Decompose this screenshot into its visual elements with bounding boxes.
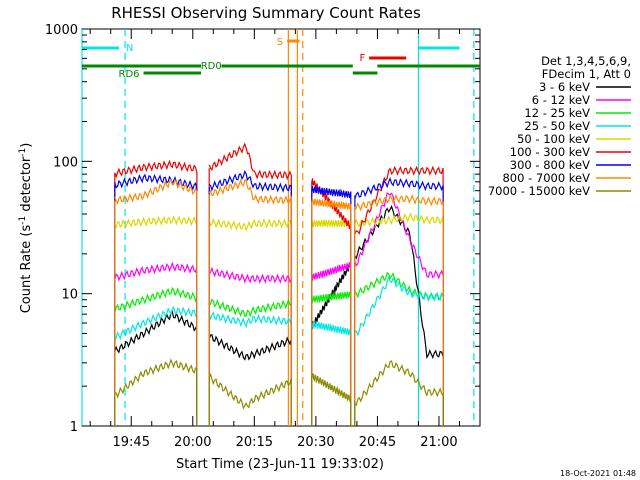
- chart-title: RHESSI Observing Summary Count Rates: [111, 4, 421, 22]
- y-tick-label: 1000: [45, 23, 78, 38]
- x-tick-label: 19:45: [113, 435, 150, 450]
- legend-label: 25 - 50 keV: [524, 119, 590, 133]
- legend-header-line-2: FDecim 1, Att 0: [542, 67, 631, 81]
- x-tick-label: 20:00: [174, 435, 211, 450]
- plot-area: [81, 28, 481, 427]
- legend-label: 300 - 800 keV: [510, 158, 590, 172]
- y-axis-label-sup2: -1: [18, 148, 28, 157]
- x-axis-ticks: 19:45 20:00 20:15 20:30 20:45 21:00: [89, 29, 481, 450]
- x-tick-label: 20:45: [359, 435, 396, 450]
- coverage-label-f: F: [359, 53, 365, 64]
- y-axis-label-end: ): [19, 143, 34, 148]
- coverage-label-s: S: [277, 37, 283, 48]
- series-line-3-seg-1: [208, 311, 292, 426]
- series-line-8-seg-2: [311, 373, 352, 426]
- series-line-7-seg-3: [354, 193, 444, 426]
- legend-label: 12 - 25 keV: [524, 106, 590, 120]
- y-axis-label-sup1: -1: [18, 216, 28, 225]
- series-lines: [114, 142, 444, 426]
- coverage-bars: N RD0 RD6 S F: [82, 37, 480, 80]
- y-tick-label: 10: [61, 288, 78, 303]
- legend-label: 3 - 6 keV: [539, 80, 590, 94]
- y-axis-label-mid: detector: [19, 156, 34, 216]
- x-tick-label: 20:30: [297, 435, 334, 450]
- y-tick-label: 100: [53, 155, 78, 170]
- series-line-0-seg-1: [208, 334, 292, 426]
- series-line-2-seg-2: [311, 291, 352, 426]
- series-line-8-seg-0: [114, 358, 198, 426]
- legend-label: 800 - 7000 keV: [502, 171, 590, 185]
- series-line-8-seg-3: [354, 360, 444, 426]
- legend-label: 6 - 12 keV: [532, 93, 590, 107]
- y-axis-label-main: Count Rate (s: [19, 225, 34, 314]
- coverage-label-rd6: RD6: [119, 69, 140, 80]
- legend-header-line-1: Det 1,3,4,5,6,9,: [541, 54, 631, 68]
- legend: Det 1,3,4,5,6,9, FDecim 1, Att 0 3 - 6 k…: [488, 54, 631, 198]
- x-tick-label: 20:15: [236, 435, 273, 450]
- legend-label: 7000 - 15000 keV: [488, 184, 590, 198]
- series-line-2-seg-0: [114, 286, 198, 426]
- legend-label: 100 - 300 keV: [510, 145, 590, 159]
- series-line-8-seg-1: [208, 372, 292, 426]
- series-line-1-seg-0: [114, 261, 198, 426]
- y-axis-label: Count Rate (s-1 detector-1): [18, 143, 34, 314]
- legend-label: 50 - 100 keV: [517, 132, 590, 146]
- y-axis-ticks: 1 10 100 1000: [45, 23, 480, 435]
- series-line-7-seg-2: [311, 197, 352, 426]
- x-tick-label: 21:00: [420, 435, 457, 450]
- x-axis-label: Start Time (23-Jun-11 19:33:02): [176, 457, 384, 472]
- series-line-6-seg-1: [208, 169, 292, 426]
- series-line-7-seg-0: [114, 178, 198, 426]
- timestamp: 18-Oct-2021 01:48: [560, 469, 636, 478]
- vertical-markers: [81, 29, 475, 426]
- plot-frame: [81, 28, 481, 427]
- coverage-label-rd0: RD0: [201, 61, 222, 72]
- series-line-1-seg-2: [311, 262, 352, 426]
- y-tick-label: 1: [70, 420, 78, 435]
- series-line-0-seg-2: [311, 262, 352, 426]
- coverage-label-n: N: [126, 43, 133, 54]
- series-line-4-seg-3: [354, 212, 444, 426]
- series-line-3-seg-2: [311, 320, 352, 426]
